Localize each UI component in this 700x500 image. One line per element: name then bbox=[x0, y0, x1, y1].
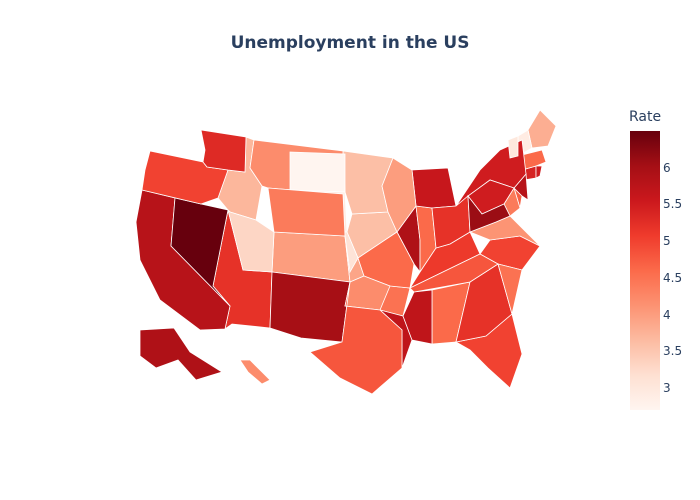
state-nm[interactable] bbox=[269, 271, 351, 343]
colorbar-tick: 5.5 bbox=[663, 197, 683, 212]
state-me[interactable] bbox=[527, 109, 557, 149]
chart-title: Unemployment in the US bbox=[230, 33, 470, 53]
state-ut[interactable] bbox=[227, 208, 275, 273]
colorbar-tick: 4.5 bbox=[663, 270, 683, 285]
state-ms[interactable] bbox=[402, 289, 433, 345]
state-hi[interactable] bbox=[239, 359, 271, 385]
state-ri[interactable] bbox=[535, 165, 543, 179]
state-tx[interactable] bbox=[309, 281, 403, 395]
state-wi[interactable] bbox=[381, 157, 417, 233]
state-sc[interactable] bbox=[497, 263, 523, 315]
state-wv[interactable] bbox=[467, 194, 511, 233]
colorbar-tick: 5 bbox=[663, 234, 671, 249]
colorbar-tick: 4 bbox=[663, 307, 671, 322]
state-wy[interactable] bbox=[267, 187, 346, 237]
colorbar-tick: 3 bbox=[663, 380, 671, 395]
state-tn[interactable] bbox=[409, 253, 499, 293]
state-ak[interactable] bbox=[139, 327, 223, 381]
state-wa[interactable] bbox=[200, 129, 247, 173]
colorbar-tick: 6 bbox=[663, 160, 671, 175]
state-vt[interactable] bbox=[507, 135, 519, 159]
colorbar bbox=[630, 131, 660, 410]
colorbar-tick: 3.5 bbox=[663, 344, 683, 359]
state-nd[interactable] bbox=[289, 151, 346, 193]
state-mi[interactable] bbox=[411, 167, 457, 209]
colorbar-title: Rate bbox=[629, 109, 662, 125]
